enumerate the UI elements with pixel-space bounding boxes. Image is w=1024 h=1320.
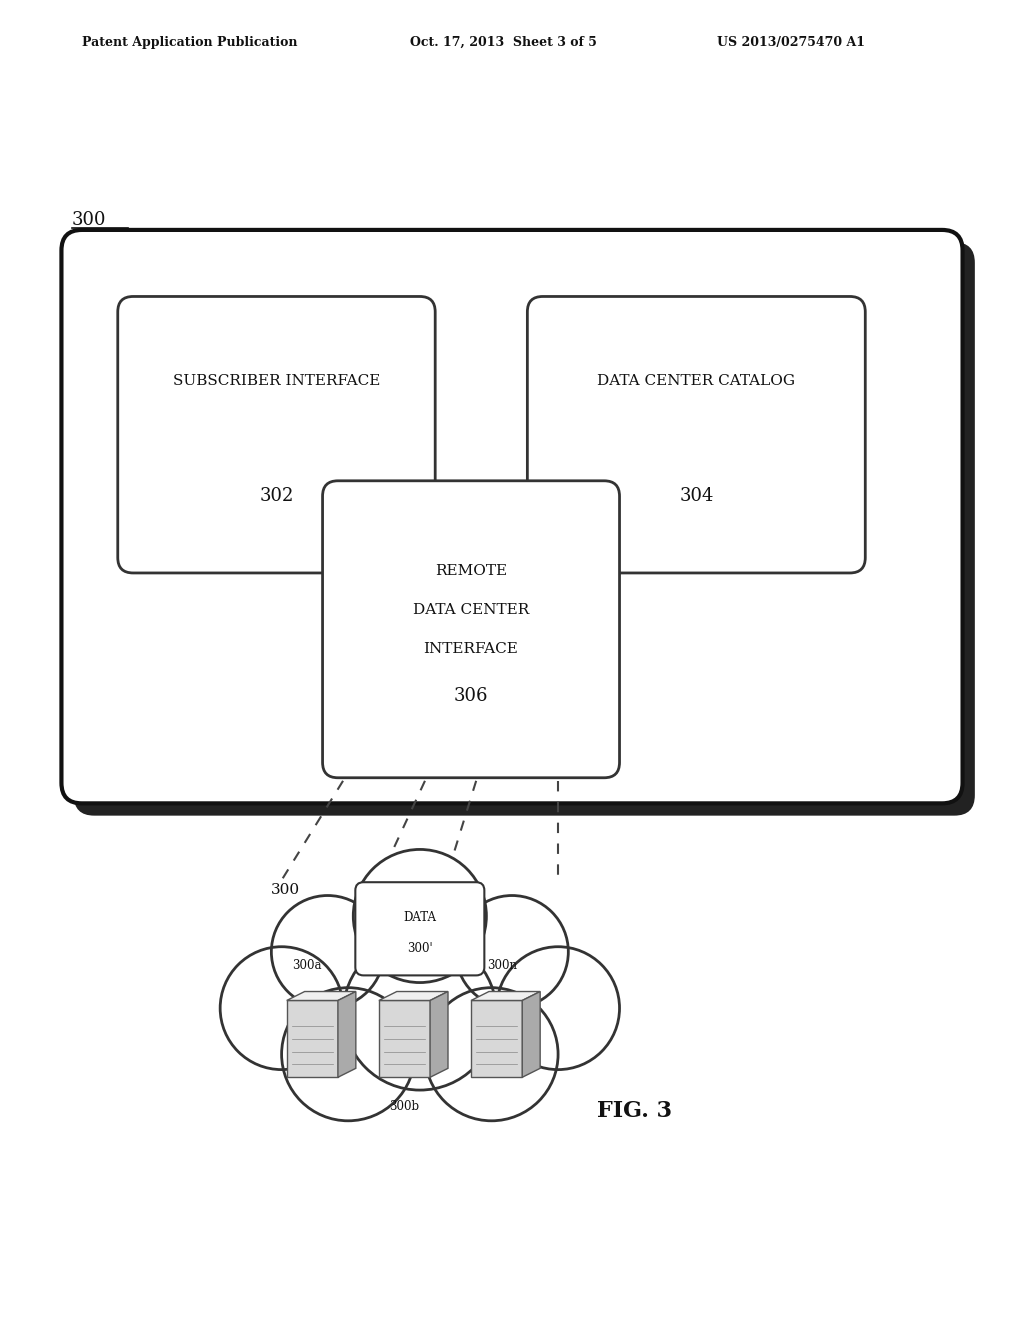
Text: Oct. 17, 2013  Sheet 3 of 5: Oct. 17, 2013 Sheet 3 of 5 [410, 36, 596, 49]
Text: US 2013/0275470 A1: US 2013/0275470 A1 [717, 36, 865, 49]
Polygon shape [338, 991, 356, 1077]
Text: DATA CENTER CATALOG: DATA CENTER CATALOG [597, 374, 796, 388]
Text: 302: 302 [259, 487, 294, 506]
Circle shape [456, 895, 568, 1008]
Text: 300a: 300a [293, 958, 322, 972]
Text: DATA: DATA [403, 911, 436, 924]
Circle shape [271, 895, 384, 1008]
Circle shape [497, 946, 620, 1069]
Polygon shape [471, 1001, 522, 1077]
Text: 300': 300' [407, 941, 433, 954]
Text: 304: 304 [679, 487, 714, 506]
Text: 306: 306 [454, 686, 488, 705]
FancyBboxPatch shape [61, 230, 963, 804]
Text: 300: 300 [72, 211, 106, 228]
Text: DATA CENTER: DATA CENTER [413, 603, 529, 616]
Polygon shape [287, 991, 356, 1001]
Polygon shape [379, 991, 449, 1001]
Polygon shape [287, 1001, 338, 1077]
Polygon shape [430, 991, 449, 1077]
FancyBboxPatch shape [74, 242, 975, 816]
Polygon shape [379, 1001, 430, 1077]
Polygon shape [522, 991, 541, 1077]
FancyBboxPatch shape [118, 297, 435, 573]
Text: 300: 300 [271, 883, 300, 898]
Text: SUBSCRIBER INTERFACE: SUBSCRIBER INTERFACE [173, 374, 380, 388]
Text: FIG. 3: FIG. 3 [597, 1100, 673, 1122]
Text: INTERFACE: INTERFACE [424, 642, 518, 656]
Circle shape [425, 987, 558, 1121]
FancyBboxPatch shape [527, 297, 865, 573]
Text: REMOTE: REMOTE [435, 564, 507, 578]
Text: 300b: 300b [389, 1100, 420, 1113]
Text: 300n: 300n [486, 958, 517, 972]
Circle shape [343, 936, 497, 1090]
Circle shape [282, 987, 415, 1121]
Polygon shape [471, 991, 541, 1001]
Text: Patent Application Publication: Patent Application Publication [82, 36, 297, 49]
Circle shape [220, 946, 343, 1069]
Circle shape [353, 850, 486, 982]
FancyBboxPatch shape [323, 480, 620, 777]
FancyBboxPatch shape [355, 882, 484, 975]
